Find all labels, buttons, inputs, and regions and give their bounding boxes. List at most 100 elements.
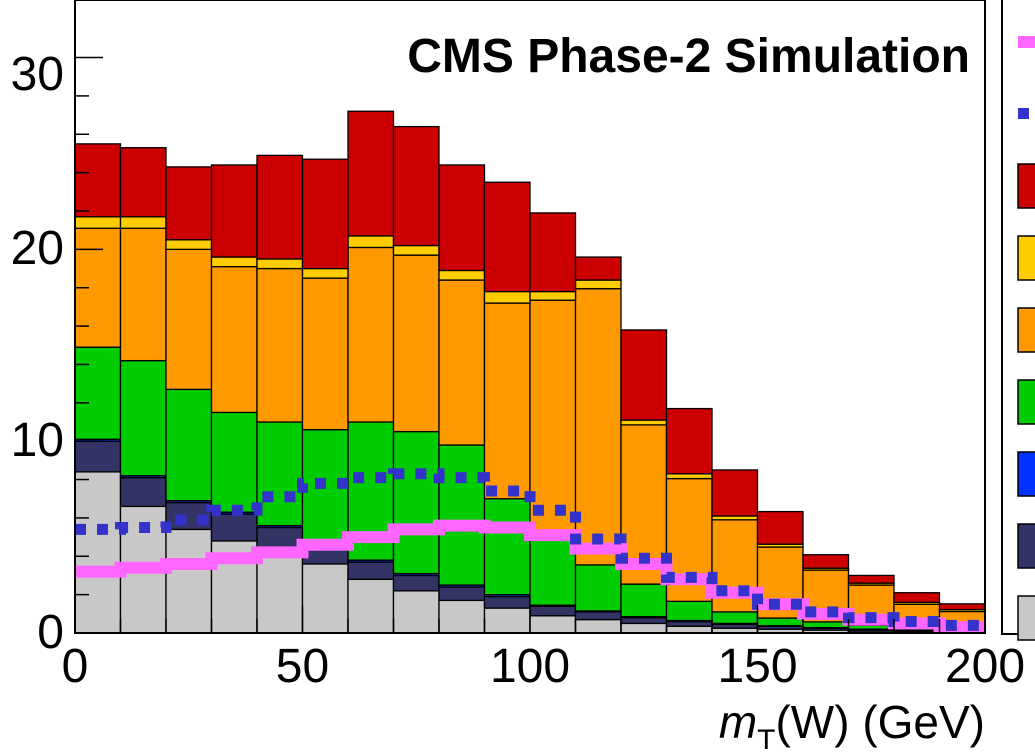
bar-gray-bin-0 xyxy=(75,472,121,633)
bar-red-bin-11 xyxy=(576,257,622,280)
bar-yellow-bin-8 xyxy=(439,270,485,280)
bar-red-bin-18 xyxy=(894,593,940,603)
bar-gray-bin-12 xyxy=(621,623,667,633)
bar-green-bin-4 xyxy=(257,422,303,526)
legend-marker-box-3 xyxy=(1018,236,1035,280)
bar-yellow-bin-6 xyxy=(348,236,394,248)
bar-yellow-bin-7 xyxy=(394,246,440,256)
bar-red-bin-14 xyxy=(712,470,758,516)
bar-navy-bin-7 xyxy=(394,575,440,590)
bar-orange-bin-11 xyxy=(576,289,622,565)
bar-gray-bin-8 xyxy=(439,600,485,633)
bar-red-bin-1 xyxy=(121,148,167,217)
bar-yellow-bin-13 xyxy=(667,474,713,479)
bar-yellow-bin-0 xyxy=(75,217,121,229)
x-tick-label-150: 150 xyxy=(717,640,797,693)
bar-yellow-bin-2 xyxy=(166,240,212,250)
bar-red-bin-4 xyxy=(257,155,303,259)
bar-red-bin-6 xyxy=(348,111,394,236)
bar-yellow-bin-12 xyxy=(621,420,667,425)
legend-marker-box-5 xyxy=(1018,380,1035,424)
x-axis-label: mT(W) (GeV) xyxy=(719,696,985,749)
bar-red-bin-2 xyxy=(166,167,212,240)
bar-red-bin-19 xyxy=(940,604,986,610)
bar-navy-bin-3 xyxy=(212,514,258,541)
bar-gray-bin-5 xyxy=(303,564,349,633)
bar-orange-bin-2 xyxy=(166,249,212,389)
bar-red-bin-0 xyxy=(75,144,121,217)
bar-red-bin-16 xyxy=(803,555,849,568)
chart-title: CMS Phase-2 Simulation xyxy=(407,30,970,83)
bar-gray-bin-13 xyxy=(667,626,713,633)
y-tick-label-30: 30 xyxy=(11,48,64,101)
bar-gray-bin-6 xyxy=(348,579,394,633)
bar-navy-bin-6 xyxy=(348,562,394,579)
bar-yellow-bin-5 xyxy=(303,269,349,279)
bar-green-bin-16 xyxy=(803,622,849,628)
bar-green-bin-15 xyxy=(758,618,804,626)
bar-navy-bin-0 xyxy=(75,441,121,472)
bar-orange-bin-1 xyxy=(121,228,167,360)
legend-marker-box-2 xyxy=(1018,164,1035,208)
legend-marker-box-4 xyxy=(1018,308,1035,352)
bar-gray-bin-9 xyxy=(485,608,531,633)
y-tick-label-20: 20 xyxy=(11,222,64,275)
bar-red-bin-5 xyxy=(303,159,349,268)
bar-orange-bin-10 xyxy=(530,300,576,538)
bar-red-bin-8 xyxy=(439,165,485,270)
bar-green-bin-2 xyxy=(166,389,212,500)
bar-red-bin-9 xyxy=(485,182,531,291)
bar-navy-bin-11 xyxy=(576,612,622,620)
bar-gray-bin-2 xyxy=(166,529,212,633)
bar-yellow-bin-4 xyxy=(257,259,303,269)
bar-yellow-bin-1 xyxy=(121,217,167,229)
bar-navy-bin-10 xyxy=(530,606,576,616)
bar-gray-bin-10 xyxy=(530,616,576,633)
bar-orange-bin-6 xyxy=(348,247,394,422)
bar-yellow-bin-9 xyxy=(485,292,531,304)
bar-red-bin-7 xyxy=(394,127,440,246)
x-tick-label-200: 200 xyxy=(945,640,1025,693)
bar-green-bin-14 xyxy=(712,612,758,624)
bar-green-bin-1 xyxy=(121,361,167,476)
bar-green-bin-12 xyxy=(621,584,667,617)
legend-marker-box-7 xyxy=(1018,524,1035,568)
x-tick-label-0: 0 xyxy=(62,640,89,693)
y-tick-label-10: 10 xyxy=(11,414,64,467)
legend-marker-box-8 xyxy=(1018,596,1035,640)
bar-green-bin-8 xyxy=(439,445,485,585)
bar-orange-bin-4 xyxy=(257,269,303,422)
legend-box xyxy=(1002,0,1035,640)
bar-navy-bin-8 xyxy=(439,587,485,600)
legend-marker-line-0 xyxy=(1018,36,1035,48)
bar-green-bin-13 xyxy=(667,601,713,620)
bar-gray-bin-11 xyxy=(576,620,622,633)
bar-green-bin-10 xyxy=(530,538,576,605)
bar-green-bin-3 xyxy=(212,412,258,512)
bar-gray-bin-7 xyxy=(394,591,440,633)
bar-navy-bin-9 xyxy=(485,597,531,609)
bar-green-bin-11 xyxy=(576,565,622,611)
bar-green-bin-9 xyxy=(485,499,531,595)
bar-yellow-bin-10 xyxy=(530,292,576,301)
bar-yellow-bin-3 xyxy=(212,257,258,267)
legend-marker-box-6 xyxy=(1018,452,1035,496)
bar-green-bin-0 xyxy=(75,347,121,439)
bar-orange-bin-3 xyxy=(212,267,258,413)
x-tick-label-100: 100 xyxy=(490,640,570,693)
bar-red-bin-15 xyxy=(758,512,804,545)
bar-navy-bin-13 xyxy=(667,621,713,626)
bar-red-bin-3 xyxy=(212,165,258,257)
bar-red-bin-17 xyxy=(849,575,895,583)
bar-red-bin-13 xyxy=(667,409,713,474)
bar-green-bin-7 xyxy=(394,432,440,574)
bar-red-bin-10 xyxy=(530,213,576,292)
legend-marker-dots-1 xyxy=(1018,108,1029,119)
bar-orange-bin-9 xyxy=(485,303,531,499)
bar-orange-bin-7 xyxy=(394,255,440,431)
bar-yellow-bin-11 xyxy=(576,280,622,289)
bar-gray-bin-4 xyxy=(257,551,303,633)
bar-red-bin-12 xyxy=(621,330,667,420)
